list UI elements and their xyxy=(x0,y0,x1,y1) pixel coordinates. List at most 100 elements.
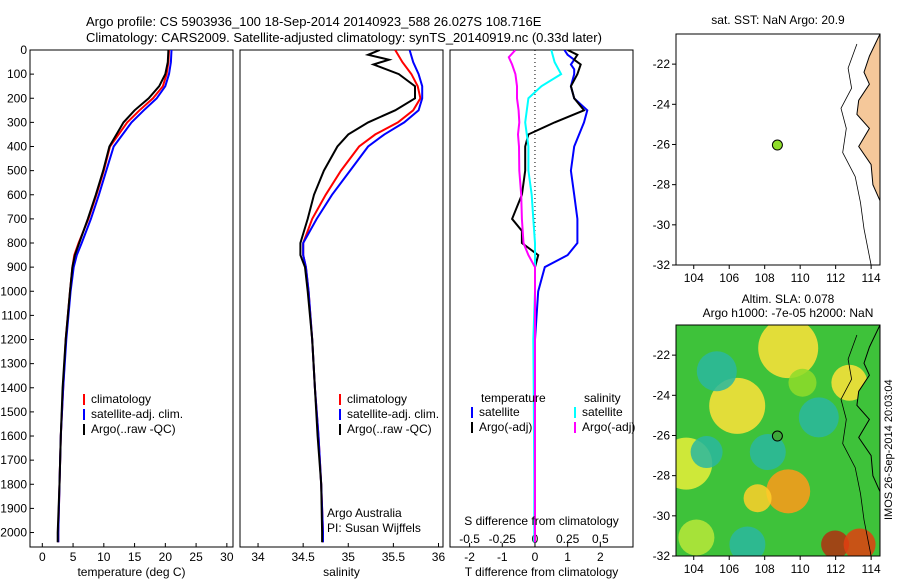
difference-frame xyxy=(449,49,634,548)
depth-tick-label-3: 300 xyxy=(7,115,27,129)
sla-map-xtick-label-0: 104 xyxy=(684,562,704,576)
salinity-legend-label-0: climatology xyxy=(347,392,407,406)
depth-tick-label-5: 500 xyxy=(7,164,27,178)
sla-map-field-blob-10 xyxy=(729,526,766,556)
sst-map-ytick-label-1: -24 xyxy=(653,97,671,111)
depth-tick-label-13: 1300 xyxy=(0,357,27,371)
sst-map-xtick-label-3: 110 xyxy=(791,271,810,285)
depth-tick-label-10: 1000 xyxy=(0,284,27,298)
depth-tick-label-16: 1600 xyxy=(0,429,27,443)
salinity-xlabel: salinity xyxy=(323,565,360,579)
temperature-xtick-label-4: 20 xyxy=(159,550,173,564)
sla-map-field-blob-6 xyxy=(696,351,737,392)
sla-map-field-blob-5 xyxy=(843,528,876,556)
temperature-frame xyxy=(29,49,234,548)
header-line-1: Argo profile: CS 5903936_100 18-Sep-2014… xyxy=(86,14,542,29)
sst-map-ytick-label-4: -30 xyxy=(653,218,671,232)
difference-series-line-0 xyxy=(534,50,589,543)
sla-map-xtick-label-1: 106 xyxy=(719,562,739,576)
difference-xtick-label-4: 2 xyxy=(597,550,604,564)
sla-map-shelf-contour xyxy=(840,334,872,556)
sla-map-frame xyxy=(675,324,881,557)
depth-tick-label-4: 400 xyxy=(7,140,27,154)
depth-tick-label-18: 1800 xyxy=(0,477,27,491)
sla-map-field-blob-0 xyxy=(758,325,819,379)
depth-tick-label-2: 200 xyxy=(7,91,27,105)
difference-sal-legend-label-0: satellite xyxy=(582,405,623,419)
sla-map-field-blob-8 xyxy=(690,436,723,469)
difference-series-line-2 xyxy=(524,50,563,543)
temperature-legend-label-1: satellite-adj. clim. xyxy=(91,407,183,421)
salinity-xtick-label-0: 34 xyxy=(251,550,265,564)
sst-map-ytick-label-2: -26 xyxy=(653,137,671,151)
difference-temp-legend-label-0: satellite xyxy=(479,405,520,419)
salinity-series-line-1 xyxy=(302,50,424,543)
salinity-xtick-label-4: 36 xyxy=(432,550,446,564)
sla-map-field-blob-1 xyxy=(709,377,766,434)
difference-xtick-label-2: 0 xyxy=(532,550,539,564)
sla-map-xtick-label-4: 112 xyxy=(826,562,845,576)
sla-map-field-blob-11 xyxy=(788,368,817,397)
temperature-xlabel: temperature (deg C) xyxy=(77,565,185,579)
temperature-xtick-label-5: 25 xyxy=(189,550,203,564)
sst-map-ytick-label-5: -32 xyxy=(653,258,671,272)
salinity-annotation-line-2: PI: Susan Wijffels xyxy=(327,521,421,535)
depth-tick-label-7: 700 xyxy=(7,212,27,226)
difference-temp-legend-label-1: Argo(-adj) xyxy=(479,420,532,434)
temperature-xtick-label-0: 0 xyxy=(39,550,46,564)
sst-map-float-marker xyxy=(771,139,783,151)
depth-tick-label-15: 1500 xyxy=(0,405,27,419)
temperature-legend-label-0: climatology xyxy=(91,392,151,406)
sla-map-xtick-label-2: 108 xyxy=(755,562,775,576)
sst-map-ytick-label-0: -22 xyxy=(653,57,671,71)
sst-map-xtick-label-2: 108 xyxy=(755,271,775,285)
sst-map-title: sat. SST: NaN Argo: 20.9 xyxy=(711,13,845,27)
temperature-series-line-2 xyxy=(56,50,170,543)
sla-map-field-blob-14 xyxy=(743,484,772,513)
depth-tick-label-14: 1400 xyxy=(0,381,27,395)
difference-series-line-1 xyxy=(510,50,586,543)
sla-map-coastline xyxy=(856,325,880,492)
sla-map-field-blob-3 xyxy=(766,469,811,514)
temperature-series-line-1 xyxy=(57,50,173,543)
depth-tick-label-20: 2000 xyxy=(0,526,27,540)
difference-top-tick-label-1: -0.25 xyxy=(489,532,517,546)
difference-legend-temp-title: temperature xyxy=(481,391,546,405)
salinity-xtick-label-3: 35.5 xyxy=(382,550,406,564)
sst-map-xtick-label-4: 112 xyxy=(826,271,845,285)
depth-tick-label-11: 1100 xyxy=(1,308,27,322)
sla-map-field-blob-13 xyxy=(678,519,715,556)
sla-map-ytick-label-5: -32 xyxy=(653,549,671,563)
sst-map-xtick-label-1: 106 xyxy=(719,271,739,285)
depth-tick-label-0: 0 xyxy=(20,43,27,57)
depth-tick-label-12: 1200 xyxy=(0,333,27,347)
sla-map-field-blob-7 xyxy=(749,434,786,471)
sla-map-ytick-label-4: -30 xyxy=(653,509,671,523)
difference-xtick-label-0: -2 xyxy=(464,550,475,564)
depth-tick-label-6: 600 xyxy=(7,188,27,202)
sla-map-float-marker xyxy=(771,430,783,442)
sst-map-coastline xyxy=(856,34,880,201)
depth-tick-label-9: 900 xyxy=(7,260,27,274)
difference-xtick-label-3: 1 xyxy=(564,550,571,564)
salinity-xtick-label-2: 35 xyxy=(342,550,356,564)
sla-map-field-blob-4 xyxy=(821,530,850,556)
difference-top-tick-label-3: 0.25 xyxy=(556,532,580,546)
sla-map-title-line-2: Argo h1000: -7e-05 h2000: NaN xyxy=(703,306,874,320)
sst-map-xtick-label-0: 104 xyxy=(684,271,704,285)
depth-tick-label-1: 100 xyxy=(7,67,27,81)
temperature-xtick-label-3: 15 xyxy=(128,550,142,564)
sla-map-ytick-label-1: -24 xyxy=(653,388,671,402)
sla-map-field-blob-9 xyxy=(798,397,839,438)
difference-top-tick-label-4: 0.5 xyxy=(592,532,609,546)
temperature-xtick-label-2: 10 xyxy=(97,550,111,564)
difference-xlabel: T difference from climatology xyxy=(465,565,619,579)
sla-map-xtick-label-3: 110 xyxy=(791,562,810,576)
sst-map-frame xyxy=(675,33,881,266)
temperature-legend-label-2: Argo(..raw -QC) xyxy=(91,422,176,436)
sla-map-xtick-label-5: 114 xyxy=(862,562,881,576)
salinity-annotation-line-1: Argo Australia xyxy=(327,506,402,520)
salinity-legend-label-1: satellite-adj. clim. xyxy=(347,407,439,421)
depth-tick-label-17: 1700 xyxy=(0,453,27,467)
